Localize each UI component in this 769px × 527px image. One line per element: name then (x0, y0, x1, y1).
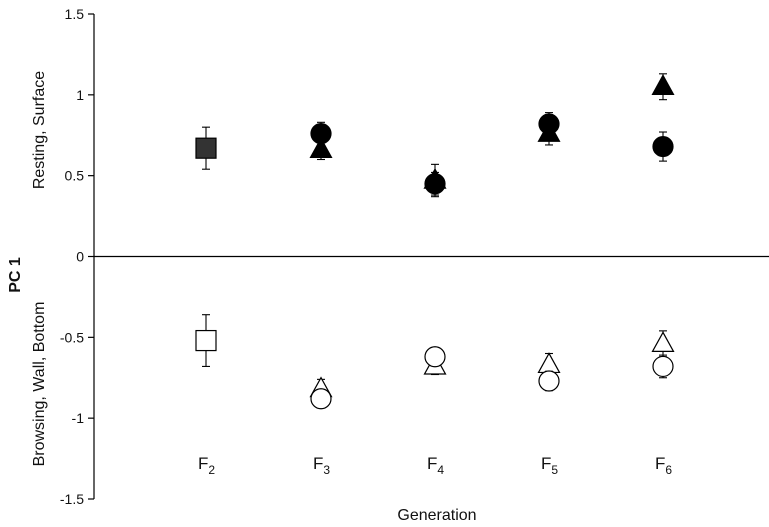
generation-label-subscript: 2 (208, 463, 215, 477)
y-tick-label: -1.5 (60, 491, 84, 507)
data-point (195, 314, 217, 367)
generation-label: F5 (541, 454, 558, 477)
circle-marker (652, 355, 674, 378)
generation-label-subscript: 6 (665, 463, 672, 477)
y-axis: -1.5 -1 -0.5 0 0.5 1 1.5 (60, 6, 95, 507)
circle-marker (424, 346, 446, 368)
data-point (651, 73, 675, 101)
generation-label-base: F (313, 454, 323, 473)
circle-marker (538, 113, 560, 135)
data-point (424, 171, 446, 196)
generation-label: F4 (427, 454, 444, 477)
x-axis-title: Generation (397, 507, 476, 524)
circle-marker (310, 388, 332, 410)
circle-marker (310, 123, 332, 145)
data-point (538, 112, 560, 136)
generation-label-subscript: 3 (323, 463, 330, 477)
generation-label-base: F (541, 454, 551, 473)
generation-labels: F2 F3 F4 F5 F6 (198, 454, 672, 477)
generation-label-subscript: 4 (437, 463, 444, 477)
y-tick-label: -1 (72, 410, 85, 426)
y-tick-label: 0 (76, 249, 84, 265)
square-marker (195, 137, 217, 159)
triangle-marker (651, 74, 675, 95)
generation-label-base: F (655, 454, 665, 473)
y-tick-label: -0.5 (60, 329, 84, 345)
triangle-marker (537, 352, 561, 374)
data-point (538, 370, 560, 392)
triangle-marker (651, 331, 675, 352)
generation-label: F2 (198, 454, 215, 477)
y-tick-label: 1 (76, 87, 84, 103)
y-tick-label: 0.5 (65, 168, 85, 184)
data-point (195, 126, 217, 170)
circle-marker (538, 370, 560, 392)
square-marker (195, 329, 217, 352)
circle-marker (652, 135, 674, 158)
y-axis-title: PC 1 (7, 257, 24, 293)
y-axis-bottom-label: Browsing, Wall, Bottom (31, 302, 48, 467)
generation-label-base: F (427, 454, 437, 473)
data-point (310, 388, 332, 410)
data-point (651, 330, 675, 358)
data-point (424, 346, 446, 368)
data-point (652, 354, 674, 379)
y-tick-label: 1.5 (65, 6, 85, 22)
triangle-marker (309, 137, 333, 158)
generation-label: F6 (655, 454, 672, 477)
data-point (310, 121, 332, 146)
data-point (652, 131, 674, 162)
generation-label: F3 (313, 454, 330, 477)
generation-label-subscript: 5 (551, 463, 558, 477)
generation-label-base: F (198, 454, 208, 473)
data-marks (195, 73, 675, 410)
y-axis-top-label: Resting, Surface (31, 71, 48, 189)
circle-marker (424, 173, 446, 195)
